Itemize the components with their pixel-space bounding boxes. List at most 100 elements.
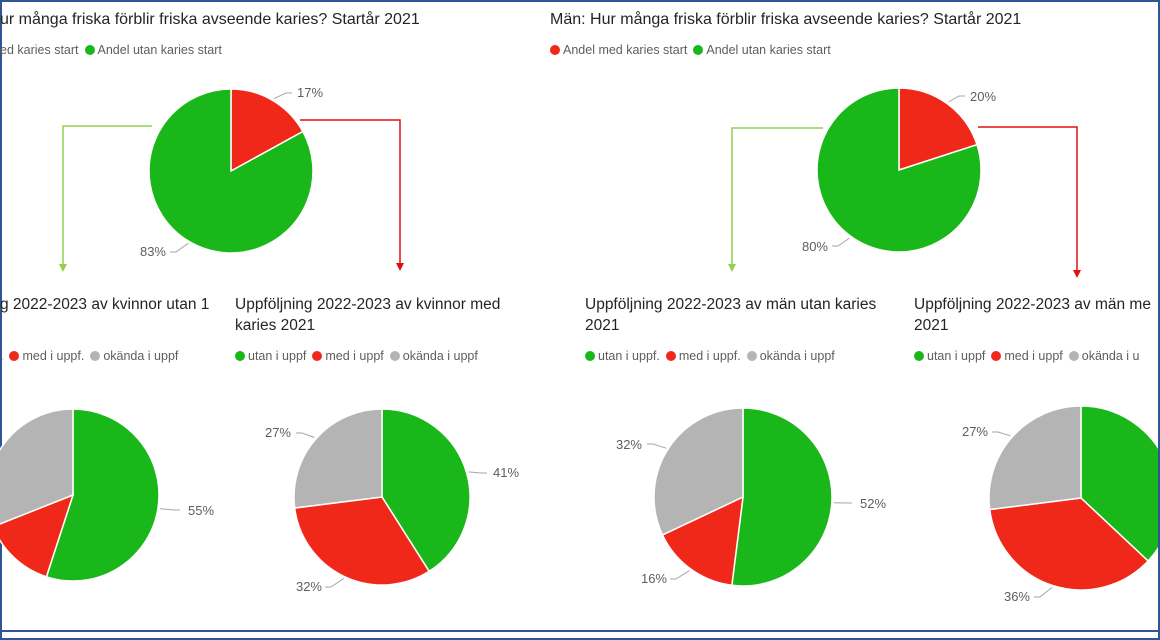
data-label: 20% (970, 89, 996, 104)
data-label: 80% (802, 239, 828, 254)
legend-label: . (0, 349, 4, 363)
pie-slice[interactable] (148, 88, 314, 254)
pie-slice[interactable] (230, 88, 304, 173)
pie-chart: 36% 27% (962, 405, 1158, 604)
chart-legend: ed karies start Andel utan karies start (0, 43, 228, 57)
legend-item[interactable]: . (0, 349, 3, 363)
chart-title: Män: Hur många friska förblir friska avs… (550, 11, 1022, 28)
legend-label: ed karies start (0, 43, 79, 57)
pie-slice[interactable] (898, 87, 978, 172)
flow-arrow-head (1073, 270, 1081, 278)
data-label: 55% (188, 503, 214, 518)
data-label: 32% (616, 437, 642, 452)
legend-label: med i uppf. (678, 349, 741, 363)
pie-slice[interactable] (0, 493, 75, 578)
chart-legend: Andel med karies start Andel utan karies… (550, 43, 837, 57)
pie-slice[interactable] (988, 405, 1082, 511)
data-label: 41% (493, 465, 519, 480)
legend-item[interactable]: Andel med karies start (550, 43, 687, 57)
data-label: 17% (297, 85, 323, 100)
chart-title: ur många friska förblir friska avseende … (0, 11, 420, 28)
legend-label: med i uppf (1004, 349, 1063, 363)
pie-slice[interactable] (293, 408, 383, 509)
data-label: 83% (140, 244, 166, 259)
legend-item[interactable]: Andel utan karies start (693, 43, 831, 57)
flow-arrow-head (728, 264, 736, 272)
leader-line (948, 95, 965, 103)
legend-label: utan i uppf (927, 349, 986, 363)
chart-title: Uppföljning 2022-2023 av män utan karies… (585, 296, 877, 334)
leader-line (159, 508, 180, 511)
legend-label: med i uppf (325, 349, 384, 363)
legend-item[interactable]: okända i u (1068, 349, 1140, 363)
flow-arrow-head (396, 263, 404, 271)
legend-item[interactable]: med i uppf (991, 349, 1063, 363)
chart-legend: utan i uppf med i uppf okända i u (914, 349, 1158, 363)
legend-label: utan i uppf (248, 349, 307, 363)
leader-line (273, 92, 292, 100)
pie-slice[interactable] (661, 495, 744, 587)
pie-chart: 20% 80% (802, 87, 996, 254)
data-label: 52% (860, 496, 886, 511)
chart-legend: . med i uppf. okända i uppf (0, 349, 184, 363)
flow-arrows (59, 119, 1081, 278)
pie-chart: 17% 83% (140, 85, 323, 259)
leader-line (647, 443, 667, 449)
chart-legend: utan i uppf. med i uppf. okända i uppf (585, 349, 841, 363)
pie-charts: 17% 83% 20% 80% 55% 41% 32% 27% 52% 16% 32% 36% 27% (0, 85, 1158, 604)
legend-label: Andel utan karies start (706, 43, 831, 57)
pie-chart: 55% (0, 408, 214, 582)
legend-label: okända i uppf (402, 349, 478, 363)
pie-slice[interactable] (988, 497, 1150, 591)
legend-label: Andel utan karies start (97, 43, 222, 57)
legend-item[interactable]: utan i uppf. (585, 349, 660, 363)
legend-item[interactable]: med i uppf (312, 349, 384, 363)
pie-slice[interactable] (45, 408, 160, 582)
data-label: 27% (265, 425, 291, 440)
pie-chart: 52% 16% 32% (616, 407, 886, 587)
legend-label: okända i uppf (103, 349, 179, 363)
leader-line (832, 237, 850, 247)
leader-line (670, 570, 690, 580)
pie-charts-canvas: 17% 83% 20% 80% 55% 41% 32% 27% 52% 16% 32% 36% 27% (0, 85, 1158, 604)
data-label: 16% (641, 571, 667, 586)
pie-slice[interactable] (731, 407, 833, 587)
legend-item[interactable]: med i uppf. (9, 349, 84, 363)
leader-line (992, 431, 1011, 437)
legend-item[interactable]: utan i uppf (235, 349, 306, 363)
legend-item[interactable]: med i uppf. (665, 349, 741, 363)
legend-item[interactable]: okända i uppf (746, 349, 835, 363)
legend-item[interactable]: utan i uppf (914, 349, 985, 363)
legend-label: med i uppf. (22, 349, 85, 363)
leader-line (1034, 587, 1053, 598)
bottom-divider (0, 630, 1158, 632)
legend-item[interactable]: okända i uppf (389, 349, 478, 363)
pie-slice[interactable] (293, 496, 431, 586)
flow-arrow-line (731, 127, 823, 270)
pie-slice[interactable] (0, 408, 74, 527)
chart-title: g 2022-2023 av kvinnor utan 1 (0, 296, 210, 313)
chart-title: Uppföljning 2022-2023 av män me 2021 (914, 296, 1151, 334)
data-label: 27% (962, 424, 988, 439)
flow-arrow-line (300, 119, 401, 268)
flow-arrow-line (62, 125, 152, 270)
flow-arrow-line (978, 126, 1078, 275)
data-label: 36% (1004, 589, 1030, 604)
leader-line (296, 432, 315, 438)
leader-line (170, 242, 189, 253)
legend-item[interactable]: okända i uppf (90, 349, 178, 363)
legend-label: okända i u (1081, 349, 1140, 363)
pie-chart: 41% 32% 27% (265, 408, 519, 594)
legend-item[interactable]: ed karies start (0, 43, 79, 57)
pie-slice[interactable] (1080, 405, 1158, 563)
legend-label: okända i uppf (759, 349, 835, 363)
flow-arrow-head (59, 264, 67, 272)
chart-legend: utan i uppf med i uppf okända i uppf (235, 349, 484, 363)
legend-item[interactable]: Andel utan karies start (84, 43, 222, 57)
pie-slice[interactable] (653, 407, 744, 536)
leader-line (468, 471, 487, 474)
data-label: 32% (296, 579, 322, 594)
pie-slice[interactable] (816, 87, 982, 253)
legend-label: utan i uppf. (598, 349, 660, 363)
